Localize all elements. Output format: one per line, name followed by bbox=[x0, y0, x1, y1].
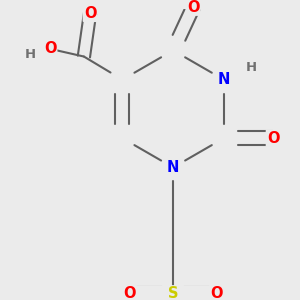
Text: H: H bbox=[24, 49, 35, 62]
Text: S: S bbox=[168, 286, 178, 300]
Text: N: N bbox=[218, 72, 230, 87]
Text: O: O bbox=[124, 286, 136, 300]
Text: O: O bbox=[267, 131, 279, 146]
Text: O: O bbox=[210, 286, 223, 300]
Text: O: O bbox=[84, 6, 96, 21]
Text: O: O bbox=[187, 0, 200, 15]
Text: N: N bbox=[167, 160, 179, 175]
Text: O: O bbox=[44, 41, 56, 56]
Text: H: H bbox=[246, 61, 257, 74]
